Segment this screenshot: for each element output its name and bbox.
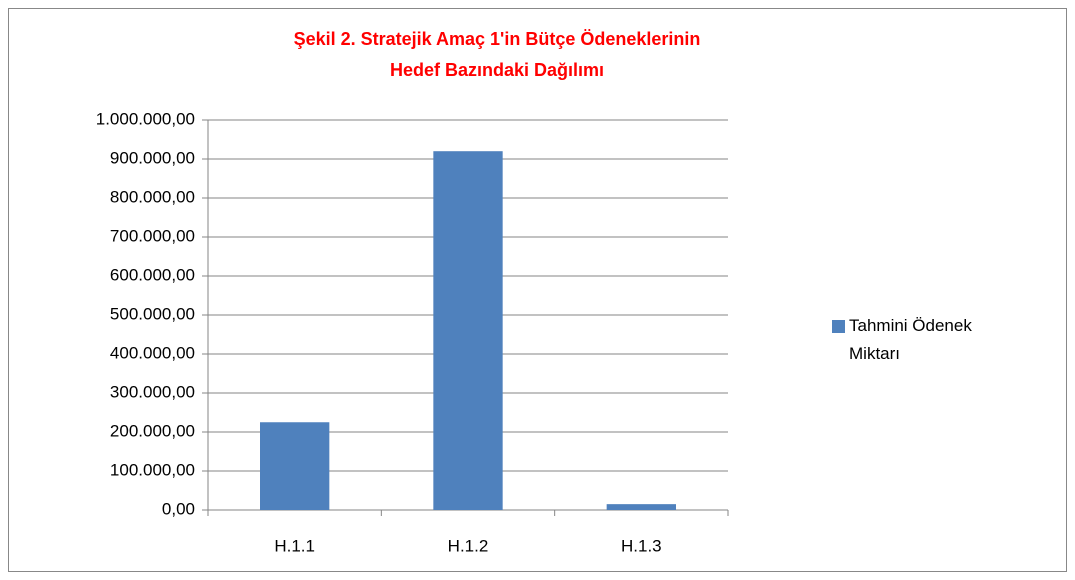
- chart-border: [8, 8, 1067, 572]
- chart-title: Şekil 2. Stratejik Amaç 1'in Bütçe Ödene…: [294, 29, 701, 49]
- bar: [606, 504, 676, 510]
- legend-label: Tahmini Ödenek Miktarı: [849, 316, 972, 363]
- x-tick-label: H.1.3: [621, 536, 662, 555]
- y-tick-label: 0,00: [162, 499, 195, 518]
- x-tick-label: H.1.2: [448, 536, 489, 555]
- bar: [260, 422, 330, 510]
- y-tick-label: 200.000,00: [110, 421, 195, 440]
- y-tick-label: 700.000,00: [110, 226, 195, 245]
- y-tick-label: 500.000,00: [110, 304, 195, 323]
- y-tick-label: 900.000,00: [110, 148, 195, 167]
- y-tick-label: 800.000,00: [110, 187, 195, 206]
- chart-title: Hedef Bazındaki Dağılımı: [390, 60, 604, 80]
- y-tick-label: 100.000,00: [110, 460, 195, 479]
- y-tick-label: 300.000,00: [110, 382, 195, 401]
- legend: Tahmini Ödenek Miktarı: [832, 312, 982, 368]
- x-tick-label: H.1.1: [274, 536, 315, 555]
- y-tick-label: 1.000.000,00: [96, 109, 195, 128]
- legend-swatch: [832, 320, 845, 333]
- y-tick-label: 400.000,00: [110, 343, 195, 362]
- y-tick-label: 600.000,00: [110, 265, 195, 284]
- bar: [433, 151, 503, 510]
